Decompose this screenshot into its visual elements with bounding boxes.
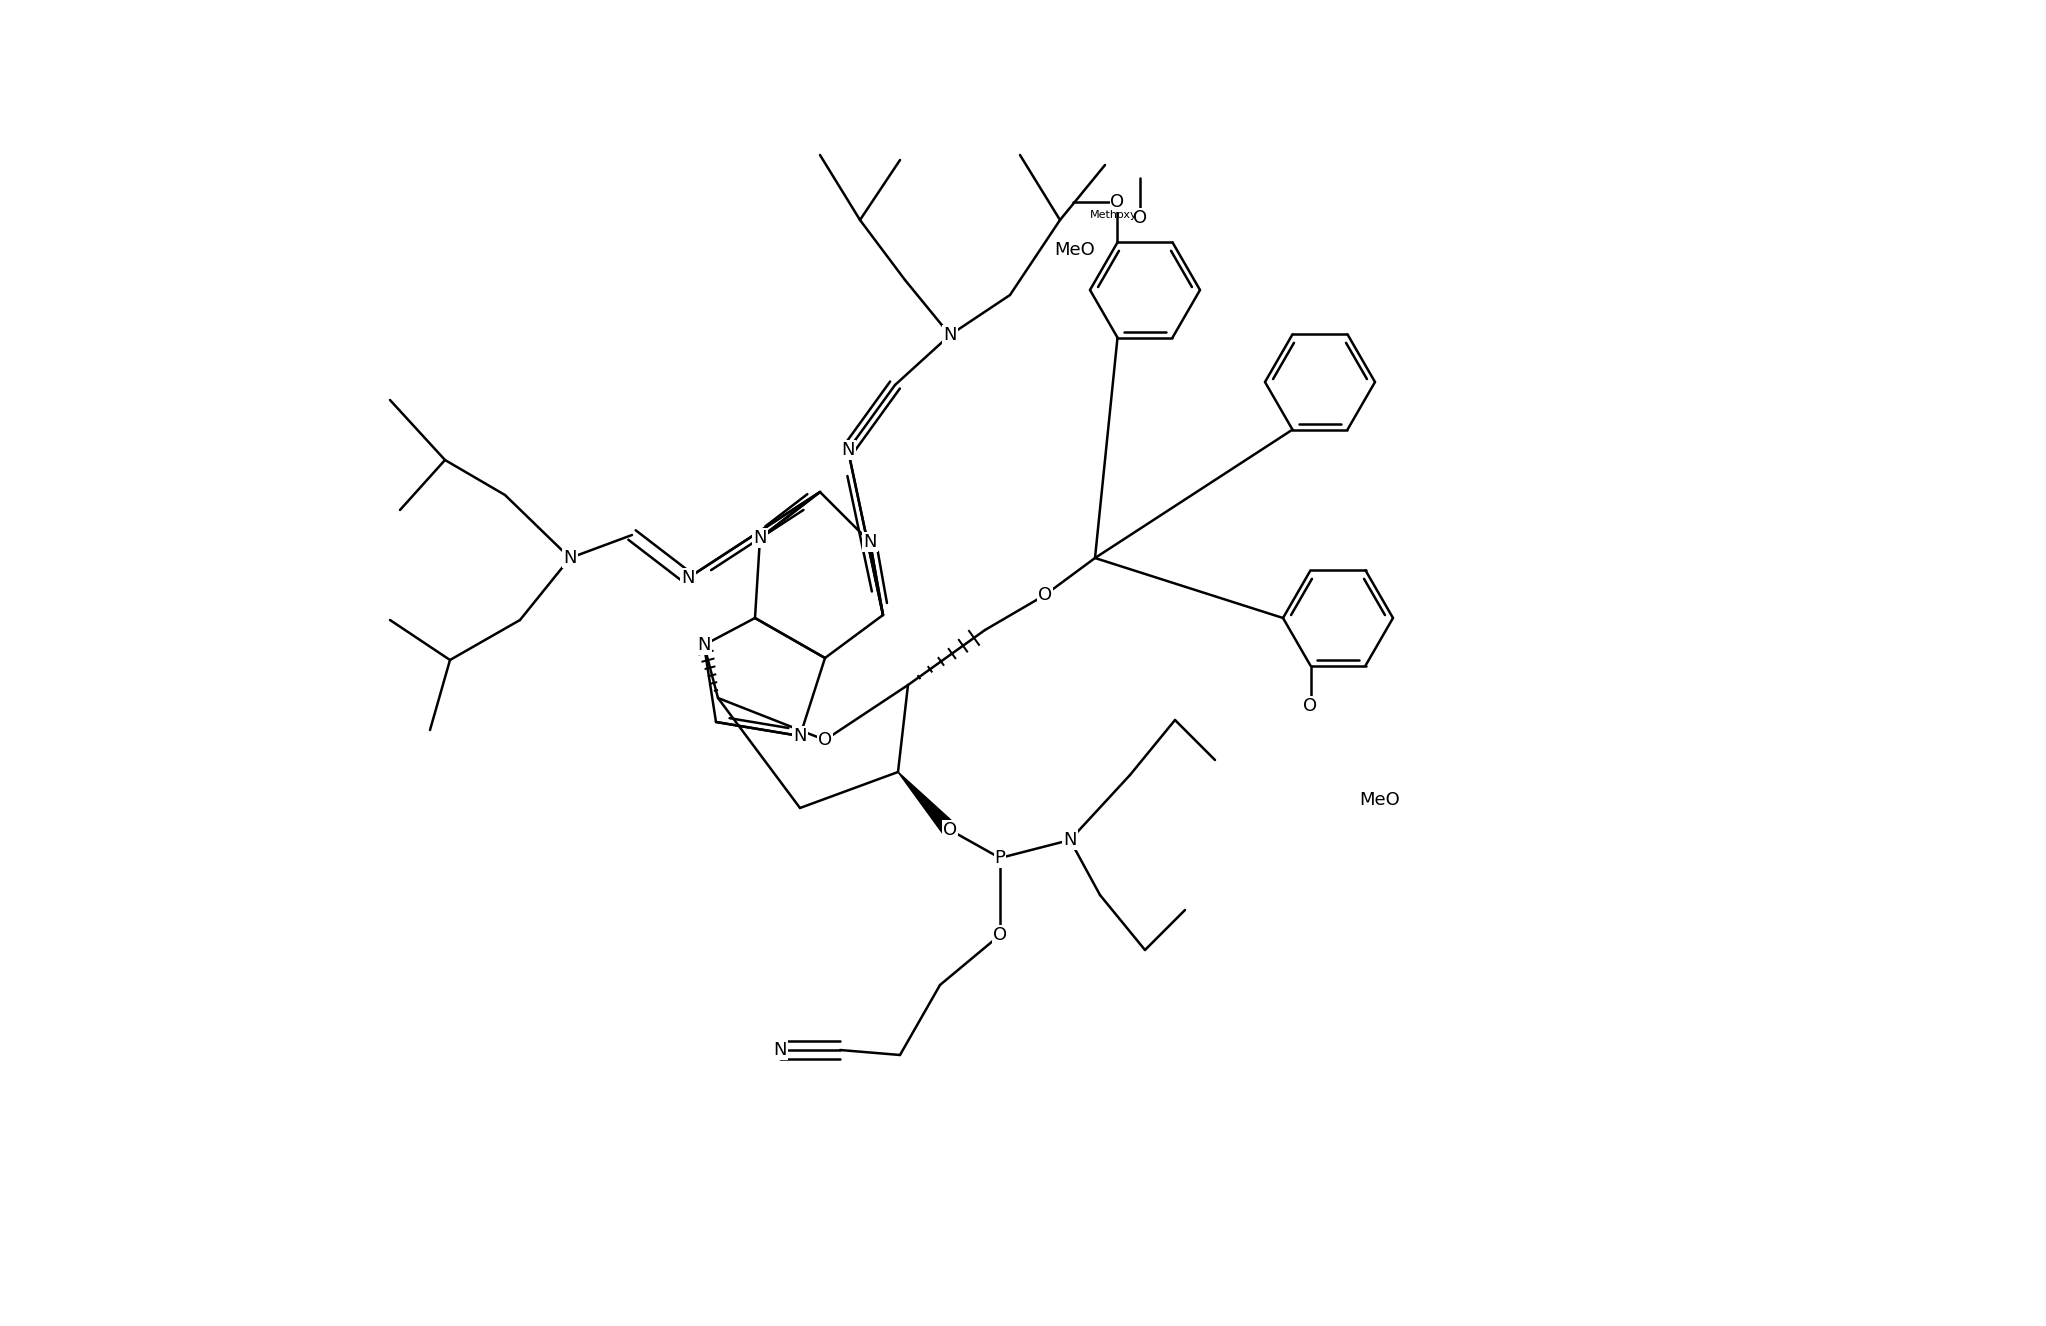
Text: N: N: [1064, 831, 1076, 849]
Polygon shape: [898, 772, 955, 835]
Text: MeO: MeO: [1054, 241, 1095, 259]
Text: N: N: [698, 636, 710, 654]
Text: N: N: [773, 1041, 788, 1059]
Text: Methoxy: Methoxy: [1091, 210, 1138, 220]
Text: O: O: [1111, 194, 1125, 211]
Text: O: O: [992, 926, 1007, 944]
Text: P: P: [994, 849, 1005, 867]
Text: O: O: [818, 731, 833, 749]
Text: N: N: [753, 529, 767, 548]
Text: N: N: [794, 727, 806, 745]
Text: O: O: [1303, 696, 1318, 715]
Text: N: N: [681, 569, 696, 587]
Text: MeO: MeO: [1361, 792, 1399, 809]
Text: N: N: [863, 533, 878, 552]
Text: N: N: [563, 549, 577, 568]
Text: N: N: [943, 326, 958, 343]
Text: N: N: [841, 442, 855, 459]
Text: O: O: [1133, 210, 1148, 227]
Text: O: O: [943, 821, 958, 839]
Text: O: O: [1037, 586, 1052, 605]
